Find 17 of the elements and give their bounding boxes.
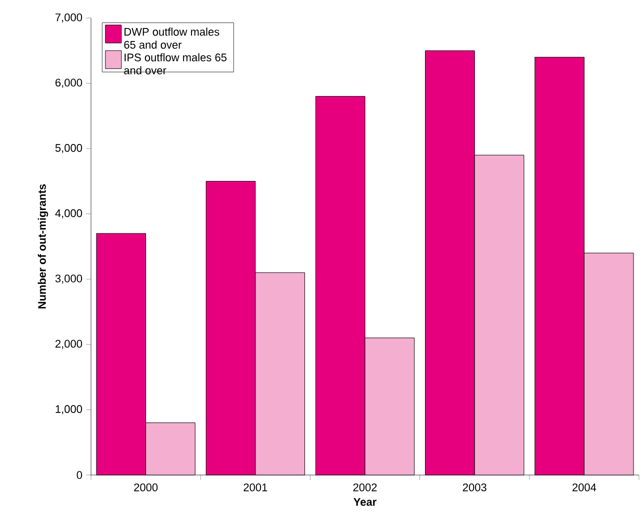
y-tick-label: 3,000 [55, 274, 82, 284]
x-tick-label: 2000 [134, 484, 158, 492]
y-tick-label: 5,000 [55, 144, 82, 154]
y-tick-label: 1,000 [56, 405, 82, 414]
x-tick-label: 2004 [572, 484, 596, 492]
legend-label: IPS outflow males 65 and over [124, 53, 226, 74]
y-tick-label: 0 [76, 471, 82, 479]
y-axis-title: Number of out-migrants [38, 184, 48, 308]
y-tick-label: 6,000 [56, 78, 82, 88]
y-tick-label: 2,000 [56, 340, 82, 349]
x-tick-label: 2002 [353, 484, 377, 492]
x-tick-label: 2003 [462, 484, 486, 492]
x-axis-title: Year [354, 498, 376, 506]
y-tick-label: 7,000 [56, 13, 82, 23]
x-tick-label: 2001 [244, 484, 268, 492]
y-tick-label: 4,000 [55, 209, 82, 218]
legend-label: DWP outflow males 65 and over [124, 28, 220, 49]
